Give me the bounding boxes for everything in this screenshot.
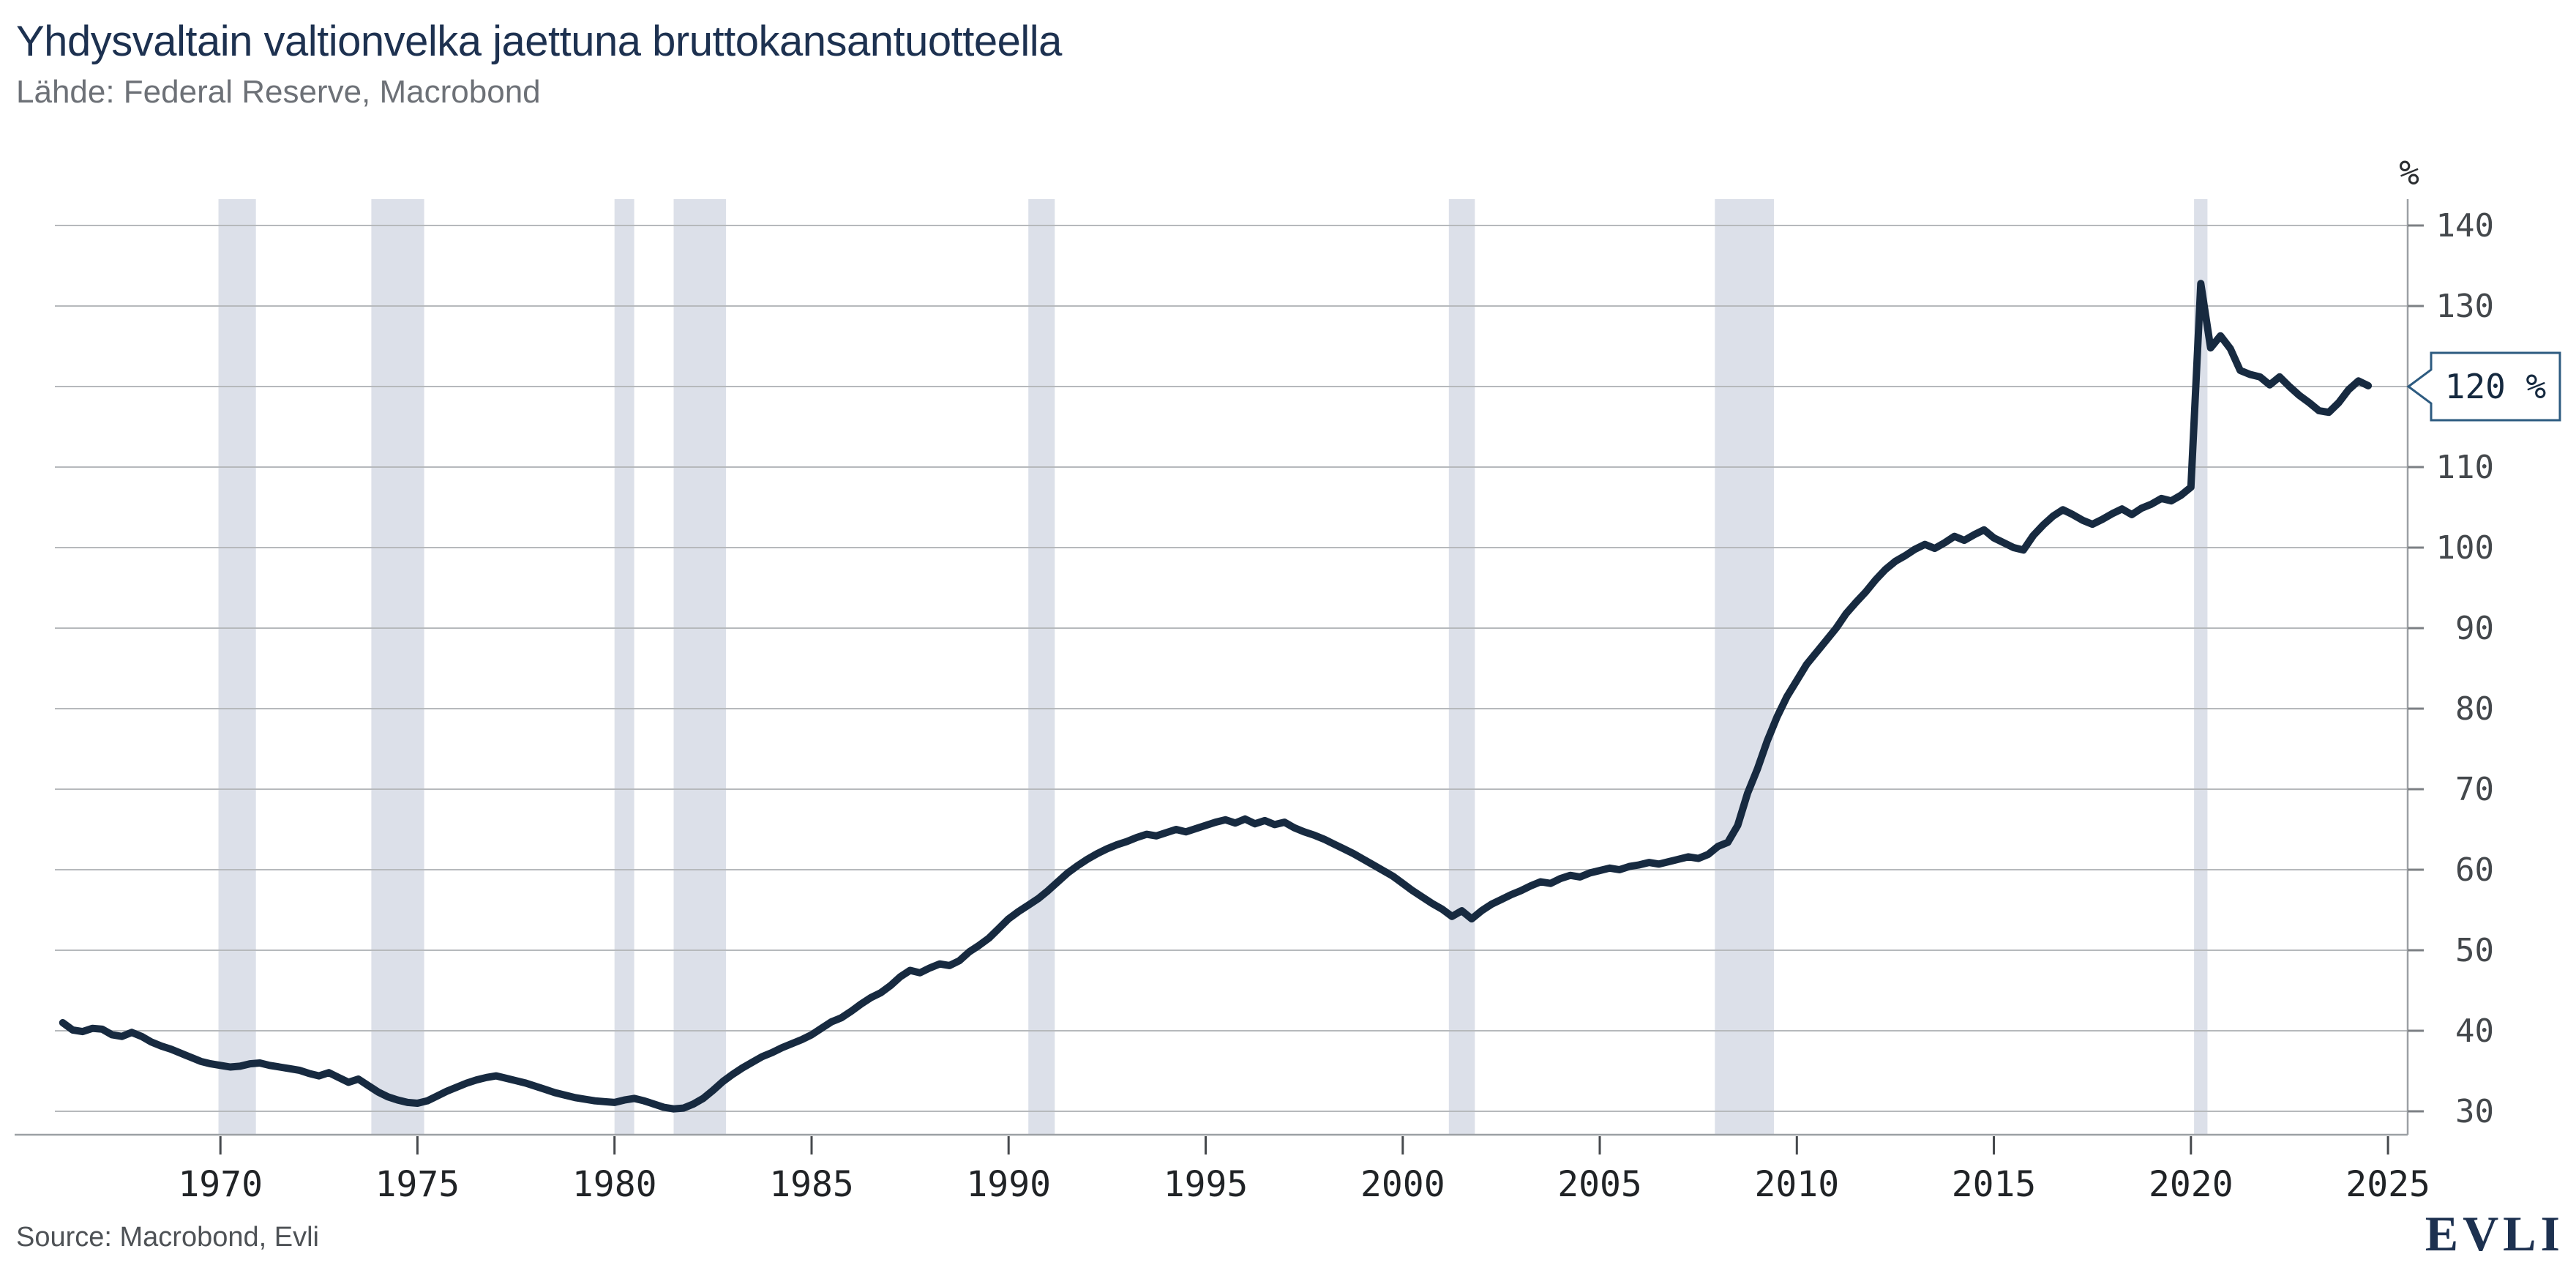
x-tick-label: 2010 bbox=[1755, 1164, 1840, 1205]
page-subtitle: Lähde: Federal Reserve, Macrobond bbox=[16, 74, 541, 110]
recession-band bbox=[1715, 199, 1775, 1135]
y-tick-label: 140 bbox=[2436, 207, 2494, 245]
y-tick-label: 110 bbox=[2436, 449, 2494, 486]
x-tick-label: 1985 bbox=[769, 1164, 854, 1205]
recession-band bbox=[218, 199, 256, 1135]
y-tick-label: 130 bbox=[2436, 288, 2494, 325]
recession-band bbox=[1448, 199, 1475, 1135]
x-tick-label: 1975 bbox=[375, 1164, 460, 1205]
x-tick-label: 2025 bbox=[2345, 1164, 2430, 1205]
gridlines bbox=[55, 225, 2408, 1112]
recession-bands bbox=[218, 199, 2208, 1135]
recession-band bbox=[673, 199, 727, 1135]
y-tick-label: 90 bbox=[2455, 610, 2494, 647]
evli-logo: EVLI bbox=[2425, 1206, 2564, 1261]
recession-band bbox=[2194, 199, 2208, 1135]
y-axis-ticks: 140 130 110 100 90 80 70 60 50 40 30 bbox=[2408, 207, 2494, 1130]
x-tick-label: 2000 bbox=[1360, 1164, 1445, 1205]
x-tick-label: 1990 bbox=[966, 1164, 1051, 1205]
x-tick-label: 2015 bbox=[1952, 1164, 2037, 1205]
y-tick-label: 60 bbox=[2455, 851, 2494, 889]
x-tick-label: 1970 bbox=[178, 1164, 263, 1205]
y-tick-label: 100 bbox=[2436, 529, 2494, 567]
recession-band bbox=[1028, 199, 1055, 1135]
y-tick-label: 30 bbox=[2455, 1093, 2494, 1130]
x-tick-label: 2005 bbox=[1557, 1164, 1642, 1205]
page-title: Yhdysvaltain valtionvelka jaettuna brutt… bbox=[16, 18, 1063, 65]
recession-band bbox=[371, 199, 424, 1135]
x-tick-label: 1980 bbox=[572, 1164, 657, 1205]
x-tick-label: 1995 bbox=[1164, 1164, 1248, 1205]
y-tick-label: 50 bbox=[2455, 932, 2494, 969]
callout-bubble bbox=[2406, 351, 2561, 422]
debt-gdp-line-series bbox=[59, 280, 2373, 1113]
y-axis-unit-label: % bbox=[2399, 153, 2419, 193]
latest-value-callout: 120 % bbox=[2406, 351, 2561, 422]
y-tick-label: 70 bbox=[2455, 771, 2494, 808]
axes bbox=[15, 199, 2409, 1136]
x-axis-ticks: 1970 1975 1980 1985 1990 1995 2000 2005 2010 2015… bbox=[178, 1136, 2430, 1205]
source-note: Source: Macrobond, Evli bbox=[16, 1222, 319, 1253]
y-tick-label: 80 bbox=[2455, 690, 2494, 728]
x-tick-label: 2020 bbox=[2149, 1164, 2234, 1205]
y-tick-label: 40 bbox=[2455, 1012, 2494, 1050]
callout-value-label: 120 % bbox=[2445, 367, 2546, 406]
recession-band bbox=[614, 199, 634, 1135]
